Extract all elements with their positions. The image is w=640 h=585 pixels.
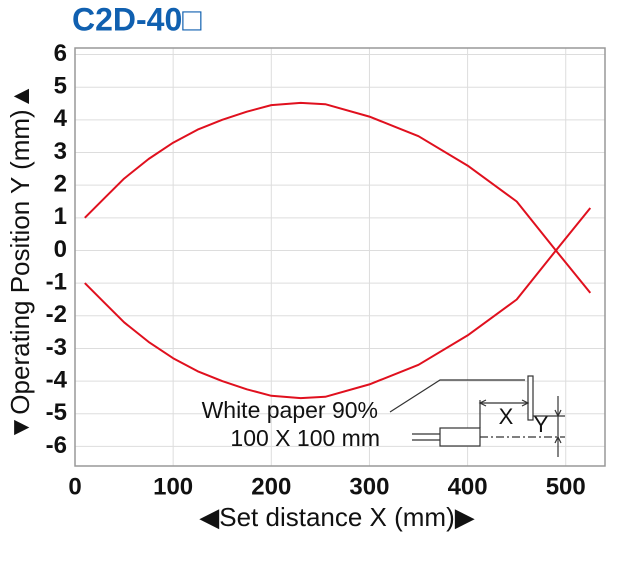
y-tick-label: 3 bbox=[54, 138, 67, 165]
y-tick-label: 6 bbox=[54, 40, 67, 67]
chart-title: C2D-40□ bbox=[72, 1, 202, 37]
y-tick-label: 4 bbox=[54, 105, 68, 132]
x-tick-label: 500 bbox=[546, 473, 586, 500]
y-tick-label: 2 bbox=[54, 171, 67, 198]
x-tick-label: 200 bbox=[251, 473, 291, 500]
x-tick-label: 400 bbox=[448, 473, 488, 500]
data-line bbox=[84, 207, 592, 400]
y-tick-label: -2 bbox=[46, 301, 67, 328]
y-tick-label: 5 bbox=[54, 73, 67, 100]
plot-frame bbox=[74, 47, 606, 467]
x-tick-label: 0 bbox=[68, 473, 81, 500]
y-axis-label: ▼Operating Position Y (mm)▲ bbox=[5, 84, 35, 441]
y-tick-label: -3 bbox=[46, 334, 67, 361]
x-tick-label: 300 bbox=[349, 473, 389, 500]
sensor-diagram bbox=[389, 375, 565, 457]
diagram-label: X bbox=[499, 404, 514, 429]
annotation: 100 X 100 mm bbox=[230, 425, 380, 451]
y-tick-label: 1 bbox=[54, 203, 67, 230]
y-tick-label: 0 bbox=[54, 236, 67, 263]
y-tick-label: -1 bbox=[46, 268, 67, 295]
annotation: White paper 90% bbox=[202, 397, 378, 423]
diagram-label: Y bbox=[534, 412, 549, 437]
data-line bbox=[84, 101, 592, 294]
marks bbox=[84, 101, 592, 400]
y-tick-label: -6 bbox=[46, 432, 67, 459]
x-axis-label: ◀Set distance X (mm)▶ bbox=[199, 502, 475, 532]
y-tick-label: -4 bbox=[46, 366, 68, 393]
y-tick-label: -5 bbox=[46, 399, 67, 426]
x-tick-label: 100 bbox=[153, 473, 193, 500]
